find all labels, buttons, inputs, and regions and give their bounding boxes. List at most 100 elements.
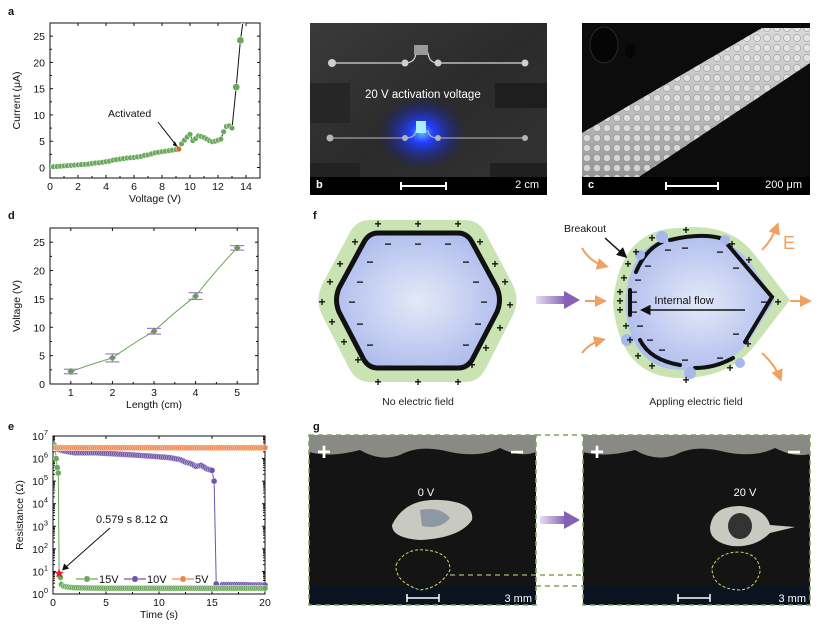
sem-image: c 200 μm — [582, 23, 810, 195]
panel-label-g: g — [313, 421, 320, 433]
y-tick-label: 0 — [39, 379, 45, 391]
scale-label-left: 3 mm — [505, 593, 533, 605]
panel-label-c: c — [588, 179, 595, 191]
panel-label-a: a — [8, 6, 15, 18]
series-line — [70, 247, 238, 372]
x-tick-label: 2 — [75, 181, 81, 193]
led-photo: 20 V activation voltage b 2 cm — [310, 23, 547, 195]
data-point — [186, 131, 194, 138]
x-tick-label: 20 — [259, 597, 271, 609]
y-axis-label: Voltage (V) — [11, 280, 23, 332]
x-tick-label: 14 — [240, 181, 252, 193]
plus-charge: + — [616, 303, 623, 317]
minus-charge: − — [630, 285, 637, 299]
y-tick-exponent: 1 — [44, 563, 48, 572]
transition-arrow — [536, 291, 580, 309]
plus-charge: + — [476, 235, 483, 249]
y-tick-label: 10 — [33, 322, 45, 334]
minus-charge: − — [716, 351, 723, 365]
panel-label-b: b — [316, 179, 323, 191]
minus-charge: − — [414, 359, 421, 373]
x-tick-label: 12 — [212, 181, 224, 193]
plus-charge: + — [374, 217, 381, 231]
legend-marker — [179, 575, 187, 583]
minus-sign-right: − — [787, 439, 801, 466]
minus-charge: − — [664, 243, 671, 257]
scale-bar — [400, 182, 447, 190]
plus-charge: + — [482, 341, 489, 355]
caption-no-field: No electric field — [382, 396, 454, 408]
y-tick-exponent: 5 — [44, 473, 48, 482]
plus-charge: + — [616, 285, 623, 299]
scale-bar-strip: b 2 cm — [310, 177, 547, 195]
y-tick-label: 106 — [32, 451, 48, 466]
y-tick-exponent: 6 — [44, 451, 48, 460]
annotation-arrowhead — [172, 141, 178, 148]
minus-charge: − — [356, 275, 363, 289]
x-tick-label: 6 — [131, 181, 137, 193]
minus-charge: − — [348, 295, 355, 309]
y-tick-exponent: 7 — [44, 428, 48, 437]
x-axis-label: Length (cm) — [126, 399, 182, 411]
data-point — [150, 327, 158, 335]
data-point — [67, 368, 75, 376]
plus-charge: + — [626, 333, 633, 347]
plus-charge: + — [624, 257, 631, 271]
y-tick-label: 5 — [39, 351, 45, 363]
series-line — [50, 23, 244, 168]
activated-point — [175, 146, 182, 153]
plot-frame — [49, 22, 261, 179]
breakout-label: Breakout — [564, 223, 606, 235]
y-tick-label: 0 — [39, 162, 45, 174]
plus-charge: + — [682, 373, 689, 387]
minus-charge: − — [414, 237, 421, 251]
y-tick-label: 107 — [32, 428, 48, 443]
led-photo-art — [310, 23, 547, 195]
plus-charge: + — [726, 361, 733, 375]
transition-arrow-g — [540, 511, 580, 529]
droplet-schematic: + + +++++++++ + ++++++++− − −−−−−−− − −−−−−− No … — [318, 217, 812, 408]
x-tick-label: 8 — [159, 181, 165, 193]
data-point — [240, 23, 247, 25]
x-tick-label: 0 — [47, 181, 53, 193]
plus-charge: + — [682, 223, 689, 237]
annotation-arrow — [62, 527, 111, 570]
legend-label: 10V — [147, 574, 167, 586]
data-point-5V — [261, 444, 269, 452]
minus-charge: − — [716, 245, 723, 259]
x-tick-label: 0 — [50, 597, 56, 609]
data-point — [236, 36, 245, 45]
x-axis-label: Time (s) — [140, 609, 178, 621]
y-tick-label: 102 — [32, 541, 48, 556]
minus-charge: − — [366, 255, 373, 269]
plus-charge: + — [774, 295, 781, 309]
y-tick-label: 103 — [32, 518, 48, 533]
annotation-activated: Activated — [108, 108, 151, 120]
legend-label: 5V — [195, 574, 209, 586]
data-point — [220, 128, 227, 135]
internal-flow-label: Internal flow — [654, 295, 713, 307]
data-point — [108, 354, 116, 362]
y-tick-label: 20 — [33, 266, 45, 278]
y-tick-label: 15 — [33, 294, 45, 306]
legend-marker — [83, 575, 91, 583]
minus-charge: − — [732, 261, 739, 275]
scale-bar — [665, 182, 719, 190]
plus-charge: + — [326, 275, 333, 289]
minus-charge: − — [636, 319, 643, 333]
caption-with-field: Appling electric field — [649, 396, 743, 408]
data-point-15V — [54, 464, 61, 471]
led — [416, 121, 426, 133]
scale-label-right: 3 mm — [779, 593, 807, 605]
breakout-arrow — [604, 237, 628, 259]
voltage-label-0v: 0 V — [418, 487, 435, 499]
hex-charges: + + +++++++++ + ++++++++− − −−−−−−− − −−−−−− — [318, 217, 513, 389]
plot-frame — [49, 227, 259, 385]
y-tick-label: 25 — [33, 237, 45, 249]
y-tick-exponent: 3 — [44, 518, 48, 527]
data-point-15V — [55, 469, 62, 477]
scale-bar-strip: c 200 μm — [582, 177, 810, 195]
x-tick-label: 5 — [234, 387, 240, 399]
minus-charge: − — [630, 295, 637, 309]
